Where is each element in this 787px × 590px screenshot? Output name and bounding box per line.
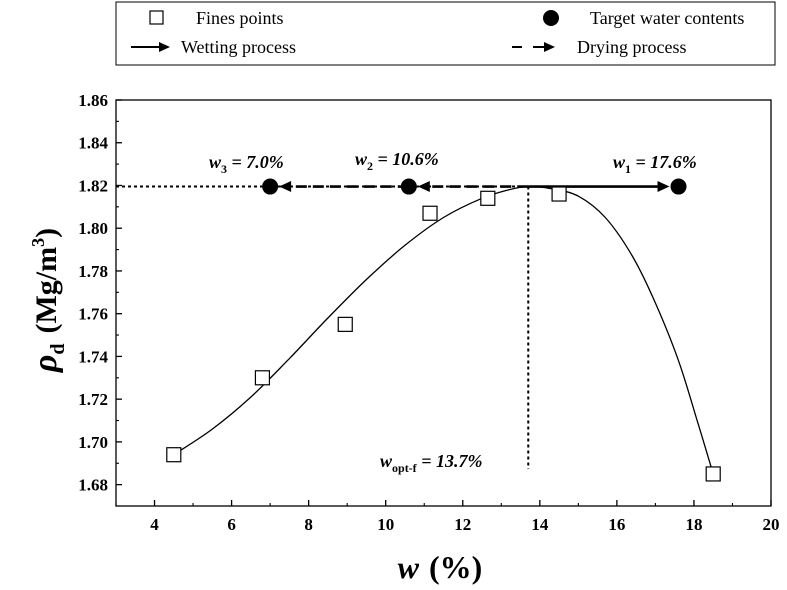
legend-drying-line xyxy=(512,42,555,52)
x-axis-title: w (%) xyxy=(398,549,483,585)
drying-arrow xyxy=(417,181,529,193)
legend-fines-label: Fines points xyxy=(196,8,284,28)
fines-point xyxy=(166,447,182,463)
y-tick-label: 1.68 xyxy=(78,476,108,495)
legend-target-marker xyxy=(543,10,559,26)
label-w2: w2 = 10.6% xyxy=(355,149,439,173)
x-tick-label: 16 xyxy=(608,515,625,534)
legend-drying-label: Drying process xyxy=(577,37,686,57)
fines-point xyxy=(254,370,271,386)
fines-point xyxy=(422,205,438,221)
x-tick-label: 14 xyxy=(531,515,549,534)
fines-point xyxy=(337,316,353,332)
x-tick-label: 4 xyxy=(150,515,159,534)
y-tick-label: 1.76 xyxy=(78,305,108,324)
fines-point xyxy=(480,190,496,206)
wetting-arrow xyxy=(528,181,670,193)
legend-wetting-label: Wetting process xyxy=(181,37,296,57)
fines-points xyxy=(166,186,721,482)
label-optimum: wopt-f = 13.7% xyxy=(380,451,482,475)
x-tick-label: 20 xyxy=(763,515,780,534)
fines-point xyxy=(551,186,567,202)
y-tick-label: 1.70 xyxy=(78,433,108,452)
target-point xyxy=(400,178,417,195)
drying-arrow xyxy=(279,181,409,193)
compaction-curve xyxy=(173,185,714,475)
legend-fines-marker xyxy=(149,10,164,25)
x-tick-label: 12 xyxy=(454,515,471,534)
process-arrows xyxy=(279,181,670,193)
plot-frame xyxy=(115,99,772,507)
legend-target-label: Target water contents xyxy=(590,8,744,28)
target-point xyxy=(670,178,687,195)
y-tick-label: 1.74 xyxy=(78,347,108,366)
y-tick-label: 1.82 xyxy=(78,176,108,195)
label-w3: w3 = 7.0% xyxy=(209,152,284,176)
x-tick-label: 6 xyxy=(227,515,236,534)
y-tick-label: 1.80 xyxy=(78,219,108,238)
target-points xyxy=(262,178,687,195)
legend-frame xyxy=(115,1,776,66)
y-tick-label: 1.84 xyxy=(78,134,108,153)
x-axis: 4 6 8 10 12 14 16 18 20 xyxy=(115,500,780,534)
fines-point xyxy=(705,466,721,482)
x-tick-label: 10 xyxy=(377,515,394,534)
y-tick-label: 1.72 xyxy=(78,390,108,409)
legend-wetting-line xyxy=(131,42,170,52)
target-point xyxy=(262,178,279,195)
y-tick-label: 1.86 xyxy=(78,91,108,110)
y-tick-label: 1.78 xyxy=(78,262,108,281)
y-axis: 1.68 1.70 1.72 1.74 1.76 1.78 1.80 1.82 1.84 1.86 xyxy=(78,91,122,495)
x-tick-label: 8 xyxy=(304,515,313,534)
y-axis-title: ρd(Mg/m3) xyxy=(27,228,69,373)
x-tick-label: 18 xyxy=(685,515,702,534)
label-w1: w1 = 17.6% xyxy=(613,152,697,176)
legend: Fines points Target water contents Wetti… xyxy=(115,1,776,66)
